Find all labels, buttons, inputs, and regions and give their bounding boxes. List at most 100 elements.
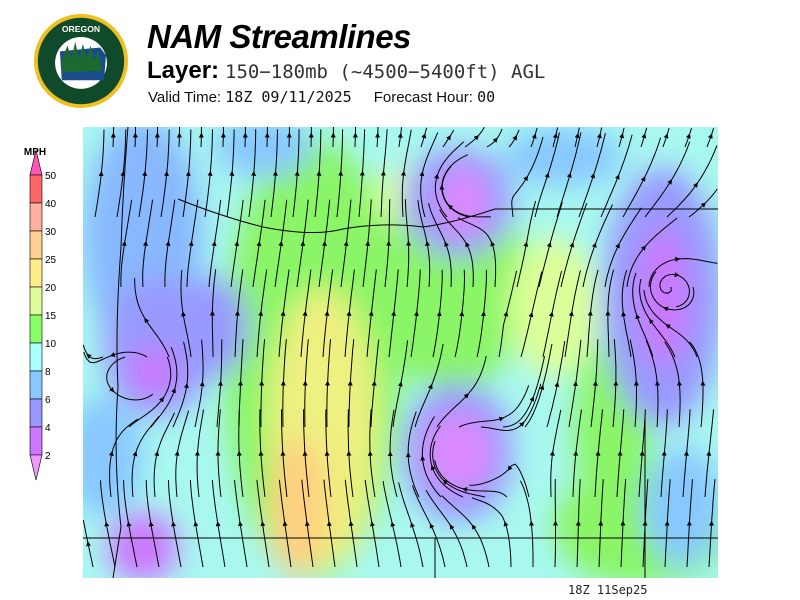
streamline <box>369 409 372 454</box>
streamline <box>144 317 170 358</box>
streamline <box>594 450 601 498</box>
streamline <box>480 421 525 432</box>
streamline <box>144 129 148 174</box>
streamline <box>434 460 465 490</box>
valid-time-value: 18Z 09/11/2025 <box>225 88 352 106</box>
streamline <box>156 412 175 454</box>
streamline <box>586 310 593 358</box>
streamline <box>83 351 113 364</box>
streamlines <box>83 127 718 568</box>
streamline <box>466 355 487 396</box>
streamline <box>145 199 153 244</box>
streamline <box>464 135 480 148</box>
legend-tick-label: 6 <box>45 395 51 406</box>
streamline <box>458 416 505 428</box>
streamline <box>388 310 397 358</box>
streamline <box>688 479 693 524</box>
streamline <box>547 132 560 176</box>
forecast-hour-value: 00 <box>477 88 496 106</box>
streamline <box>237 521 248 568</box>
streamline <box>176 410 190 454</box>
streamline <box>575 339 582 384</box>
legend-tick-label: 10 <box>45 339 57 350</box>
legend-tick-label: 40 <box>45 199 57 210</box>
streamline <box>358 170 365 218</box>
streamline <box>632 272 638 317</box>
streamline <box>621 270 628 314</box>
streamline <box>302 450 310 498</box>
streamline <box>442 134 451 148</box>
streamline <box>641 409 646 454</box>
streamline <box>648 256 681 288</box>
streamline <box>688 202 707 218</box>
streamline <box>654 380 660 428</box>
streamline <box>429 523 446 568</box>
streamline <box>112 390 154 401</box>
streamline <box>94 171 104 218</box>
streamline <box>600 174 620 218</box>
streamline <box>193 521 204 568</box>
streamline <box>83 344 89 356</box>
streamline <box>405 452 420 498</box>
streamline <box>642 520 648 568</box>
streamline <box>617 134 633 177</box>
streamline <box>324 199 331 244</box>
streamline <box>439 269 443 314</box>
streamline <box>236 199 244 244</box>
streamline <box>318 240 327 288</box>
streamline <box>420 133 427 148</box>
streamline <box>476 311 486 358</box>
streamline <box>659 272 680 294</box>
streamline <box>128 396 165 428</box>
streamline <box>417 200 428 244</box>
streamline <box>711 479 716 524</box>
streamline <box>389 409 395 454</box>
streamline <box>572 202 588 245</box>
streamline <box>432 440 445 482</box>
streamline <box>211 479 219 524</box>
streamline <box>666 182 698 218</box>
wind-speed-shading <box>83 127 718 578</box>
streamline <box>303 409 306 454</box>
streamline <box>605 310 611 358</box>
streamline <box>201 339 204 384</box>
streamline <box>404 199 409 244</box>
streamline <box>282 269 290 314</box>
streamline <box>551 270 563 315</box>
streamline <box>369 521 380 568</box>
streamline <box>194 381 205 428</box>
streamline <box>398 482 413 525</box>
streamline <box>186 240 194 288</box>
streamline <box>145 480 152 524</box>
legend-bottom-arrow <box>29 454 43 481</box>
streamline <box>217 409 221 454</box>
streamline <box>524 384 545 428</box>
streamline <box>421 132 439 174</box>
streamline <box>275 129 278 174</box>
streamline <box>568 381 578 428</box>
streamline <box>226 170 235 218</box>
layer-label: Layer: <box>147 57 220 84</box>
streamline <box>420 455 442 498</box>
streamline <box>160 170 169 218</box>
streamline-map <box>83 127 718 578</box>
streamline <box>274 240 284 288</box>
streamline <box>635 313 654 358</box>
streamline <box>469 468 510 486</box>
streamline <box>258 450 266 498</box>
streamline <box>454 311 465 358</box>
streamline <box>167 199 176 244</box>
streamline <box>236 450 244 498</box>
streamline <box>387 451 398 498</box>
streamline <box>336 170 344 218</box>
streamline <box>511 175 529 218</box>
streamline <box>425 240 431 288</box>
streamline <box>248 170 257 218</box>
streamline <box>153 450 160 498</box>
legend-tick-label: 25 <box>45 255 57 266</box>
streamline <box>256 310 264 358</box>
streamline <box>100 129 105 174</box>
streamline <box>260 269 268 314</box>
streamline <box>296 129 300 174</box>
streamline <box>430 343 444 387</box>
